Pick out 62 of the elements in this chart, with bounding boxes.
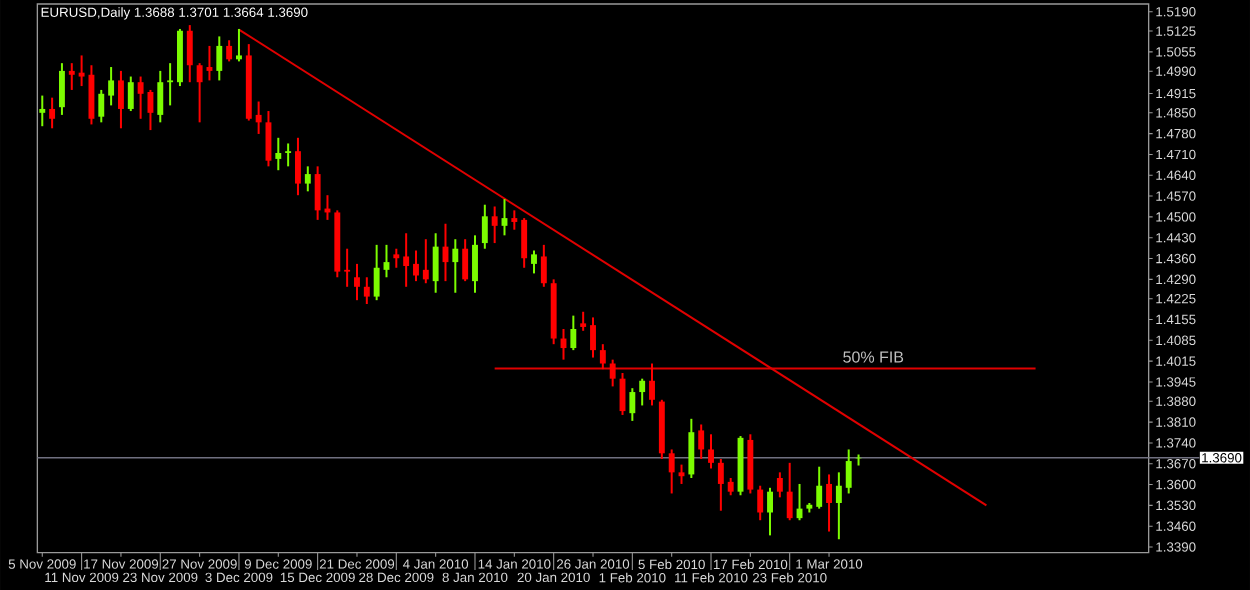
candlestick xyxy=(39,94,46,128)
candlestick xyxy=(304,165,311,193)
candlestick xyxy=(393,247,400,269)
candlestick xyxy=(521,217,528,269)
candlestick xyxy=(767,486,773,537)
candlestick xyxy=(58,62,65,116)
candlestick xyxy=(639,377,646,407)
candlestick xyxy=(776,471,783,499)
candlestick xyxy=(452,238,459,294)
candlestick xyxy=(373,243,380,302)
candlestick xyxy=(649,362,655,407)
candlestick xyxy=(835,471,842,541)
candlestick xyxy=(511,209,518,231)
candlestick xyxy=(462,238,469,283)
candlestick xyxy=(580,310,587,332)
candlestick xyxy=(698,423,705,460)
candlestick xyxy=(609,358,616,388)
candlestick xyxy=(422,238,429,285)
candlestick xyxy=(167,62,174,107)
candlestick xyxy=(590,316,596,359)
candlestick xyxy=(226,39,233,63)
candlestick xyxy=(108,66,115,107)
candlestick xyxy=(354,262,360,302)
candlestick xyxy=(531,249,537,275)
candlestick xyxy=(98,88,105,124)
candlestick xyxy=(216,35,223,82)
candlestick xyxy=(717,457,724,512)
candlestick xyxy=(491,205,498,245)
candlestick xyxy=(137,75,144,120)
candlestick xyxy=(285,142,292,168)
candlestick xyxy=(668,448,675,495)
candlestick xyxy=(845,448,852,495)
candlestick xyxy=(481,203,488,250)
candlestick xyxy=(68,62,75,91)
candlestick xyxy=(196,62,203,124)
candlestick xyxy=(629,387,636,422)
candlestick xyxy=(255,100,262,135)
candlestick xyxy=(816,465,823,510)
candlestick xyxy=(275,136,282,172)
candlestick xyxy=(826,473,832,533)
candlestick xyxy=(127,75,134,113)
candlestick xyxy=(295,136,301,197)
candlestick xyxy=(49,96,56,130)
candlestick xyxy=(472,234,478,294)
candlestick xyxy=(236,27,242,63)
candlestick xyxy=(413,249,419,283)
annotation: 50% FIB xyxy=(843,351,904,363)
candlestick xyxy=(186,24,193,84)
candlestick xyxy=(708,433,714,470)
candlestick xyxy=(757,484,764,522)
candlestick xyxy=(314,165,321,221)
candlestick xyxy=(344,247,351,288)
candlestick xyxy=(432,232,439,294)
candlestick xyxy=(688,417,695,479)
candlestick xyxy=(570,314,577,352)
candlestick xyxy=(157,69,164,124)
candlestick xyxy=(540,243,547,288)
candlestick xyxy=(363,276,370,306)
candlestick xyxy=(403,232,410,288)
candlestick xyxy=(786,461,793,522)
candlestick xyxy=(118,69,124,130)
candlestick xyxy=(599,343,606,371)
